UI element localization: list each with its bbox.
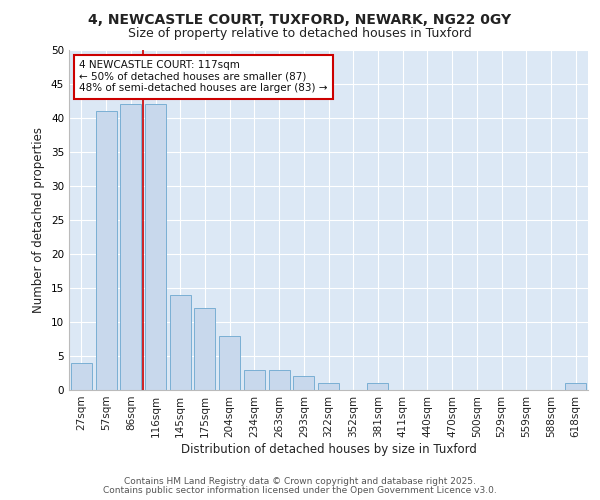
Y-axis label: Number of detached properties: Number of detached properties	[32, 127, 46, 313]
Text: 4 NEWCASTLE COURT: 117sqm
← 50% of detached houses are smaller (87)
48% of semi-: 4 NEWCASTLE COURT: 117sqm ← 50% of detac…	[79, 60, 328, 94]
Bar	[170, 295, 191, 390]
Text: Contains public sector information licensed under the Open Government Licence v3: Contains public sector information licen…	[103, 486, 497, 495]
Bar	[269, 370, 290, 390]
Bar	[244, 370, 265, 390]
Bar	[145, 104, 166, 390]
X-axis label: Distribution of detached houses by size in Tuxford: Distribution of detached houses by size …	[181, 442, 476, 456]
Bar	[71, 363, 92, 390]
Bar	[194, 308, 215, 390]
Bar	[95, 111, 116, 390]
Bar	[318, 383, 339, 390]
Bar	[367, 383, 388, 390]
Bar	[293, 376, 314, 390]
Bar	[565, 383, 586, 390]
Bar	[219, 336, 240, 390]
Text: 4, NEWCASTLE COURT, TUXFORD, NEWARK, NG22 0GY: 4, NEWCASTLE COURT, TUXFORD, NEWARK, NG2…	[88, 12, 512, 26]
Bar	[120, 104, 141, 390]
Text: Contains HM Land Registry data © Crown copyright and database right 2025.: Contains HM Land Registry data © Crown c…	[124, 477, 476, 486]
Text: Size of property relative to detached houses in Tuxford: Size of property relative to detached ho…	[128, 28, 472, 40]
